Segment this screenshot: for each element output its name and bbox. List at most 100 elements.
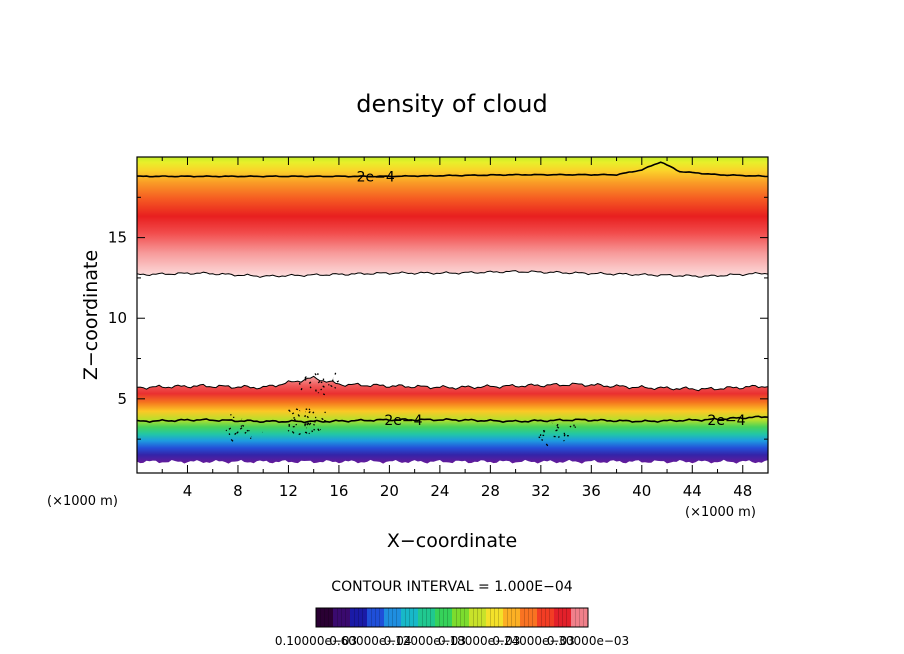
contour-mark — [307, 422, 310, 425]
contour-mark — [244, 431, 247, 434]
contour-mark — [291, 412, 295, 415]
x-tick-label: 28 — [481, 482, 500, 500]
y-tick-label: 10 — [108, 309, 127, 327]
colorbar-tick-label: 0.10000e−03 — [275, 634, 357, 648]
y-axis-label: Z−coordinate — [80, 250, 102, 380]
plot-area — [137, 157, 768, 464]
contour-mark — [225, 429, 228, 432]
y-unit-label: (×1000 m) — [47, 494, 118, 509]
contour-mark — [246, 429, 249, 432]
contour-mark — [230, 439, 234, 442]
contour-mark — [308, 408, 311, 411]
contour-mark — [330, 384, 333, 388]
contour-mark — [248, 429, 250, 432]
contour-mark — [304, 423, 307, 426]
contour-mark — [337, 380, 340, 382]
colorbar-swatch — [418, 608, 436, 627]
colorbar-tick-label: 0.18000e−03 — [438, 634, 520, 648]
contour-mark — [556, 426, 560, 429]
y-tick-label: 5 — [117, 390, 127, 408]
contour-marks — [225, 372, 577, 447]
x-tick-label: 12 — [279, 482, 298, 500]
contour-mark — [242, 424, 245, 427]
colorbar-swatch — [520, 608, 538, 627]
contour-mark — [556, 423, 559, 427]
contour-mark — [291, 431, 295, 434]
x-unit-label: (×1000 m) — [685, 505, 756, 520]
x-axis-ticks: 4 8 12 16 20 24 28 32 36 40 44 48 — [161, 157, 752, 500]
contour-mark — [312, 411, 315, 414]
contour-mark — [308, 432, 310, 435]
contour-mark — [300, 387, 303, 391]
colorbar-swatch — [537, 608, 555, 627]
colorbar-swatch — [469, 608, 487, 627]
colorbar-swatch — [316, 608, 334, 627]
chart-title: density of cloud — [356, 90, 547, 118]
contour-mark — [563, 434, 566, 437]
colorbar-swatch — [350, 608, 368, 627]
colorbar-frame — [315, 607, 589, 628]
contour-mark — [304, 415, 307, 418]
contour-mark — [334, 372, 337, 375]
contour-mark — [314, 416, 317, 419]
contour-mark — [298, 433, 301, 436]
contour-mark — [563, 439, 565, 442]
contour-mark — [541, 438, 544, 441]
contour-mark — [334, 386, 337, 389]
contour-mark — [288, 409, 291, 413]
contour-mark — [336, 380, 339, 383]
upper-contour-2e-4 — [137, 161, 768, 178]
contour-mark — [297, 414, 301, 417]
contour-mark — [308, 422, 312, 426]
colorbar-swatch — [435, 608, 453, 627]
x-axis-label: X−coordinate — [387, 530, 517, 552]
contour-mark — [543, 430, 546, 433]
colorbar-tick-label: 0.12000e−03 — [384, 634, 466, 648]
contour-label: 2e−4 — [707, 413, 745, 429]
contour-mark — [309, 386, 312, 389]
contour-label: 2e−4 — [384, 413, 422, 429]
contour-mark — [539, 434, 542, 437]
contour-interval-text: CONTOUR INTERVAL = 1.000E−04 — [331, 579, 572, 595]
contour-labels: 2e−4 2e−4 2e−4 — [357, 169, 746, 429]
lower-layer-top-contour — [137, 375, 768, 392]
x-tick-label: 48 — [733, 482, 752, 500]
contour-mark — [545, 443, 549, 447]
x-tick-label: 40 — [632, 482, 651, 500]
contour-mark — [304, 376, 307, 379]
y-axis-ticks: 5 10 15 — [108, 196, 768, 440]
colorbar-swatch — [554, 608, 572, 627]
contour-mark — [293, 416, 296, 419]
colorbar-swatch — [401, 608, 419, 627]
x-tick-label: 24 — [430, 482, 449, 500]
contour-mark — [287, 429, 290, 432]
colorbar-tick-label: 0.24000e−03 — [492, 634, 574, 648]
contour-mark — [295, 408, 299, 411]
contour-mark — [322, 385, 325, 388]
contour-mark — [308, 411, 311, 414]
contour-mark — [538, 436, 541, 439]
colorbar-tick-label: 0.30000e−03 — [547, 634, 629, 648]
contour-mark — [555, 429, 558, 432]
contour-mark — [228, 427, 232, 430]
colorbar-swatch — [367, 608, 385, 627]
colorbar — [316, 608, 589, 627]
x-tick-label: 44 — [683, 482, 702, 500]
contour-mark — [324, 411, 326, 414]
contour-label: 2e−4 — [357, 169, 395, 185]
x-tick-label: 20 — [380, 482, 399, 500]
x-tick-label: 36 — [582, 482, 601, 500]
x-tick-label: 4 — [183, 482, 193, 500]
colorbar-swatch — [486, 608, 504, 627]
contour-mark — [314, 373, 317, 376]
x-tick-label: 32 — [531, 482, 550, 500]
contour-mark — [317, 428, 320, 432]
colorbar-tick-label: 0.60000e−04 — [329, 634, 411, 648]
contour-mark — [322, 393, 326, 396]
colorbar-swatch — [384, 608, 402, 627]
contour-mark — [234, 432, 237, 436]
lower-contour-2e-4 — [137, 415, 768, 424]
plot-frame — [136, 156, 769, 474]
contour-mark — [320, 388, 323, 391]
colorbar-swatch — [452, 608, 470, 627]
